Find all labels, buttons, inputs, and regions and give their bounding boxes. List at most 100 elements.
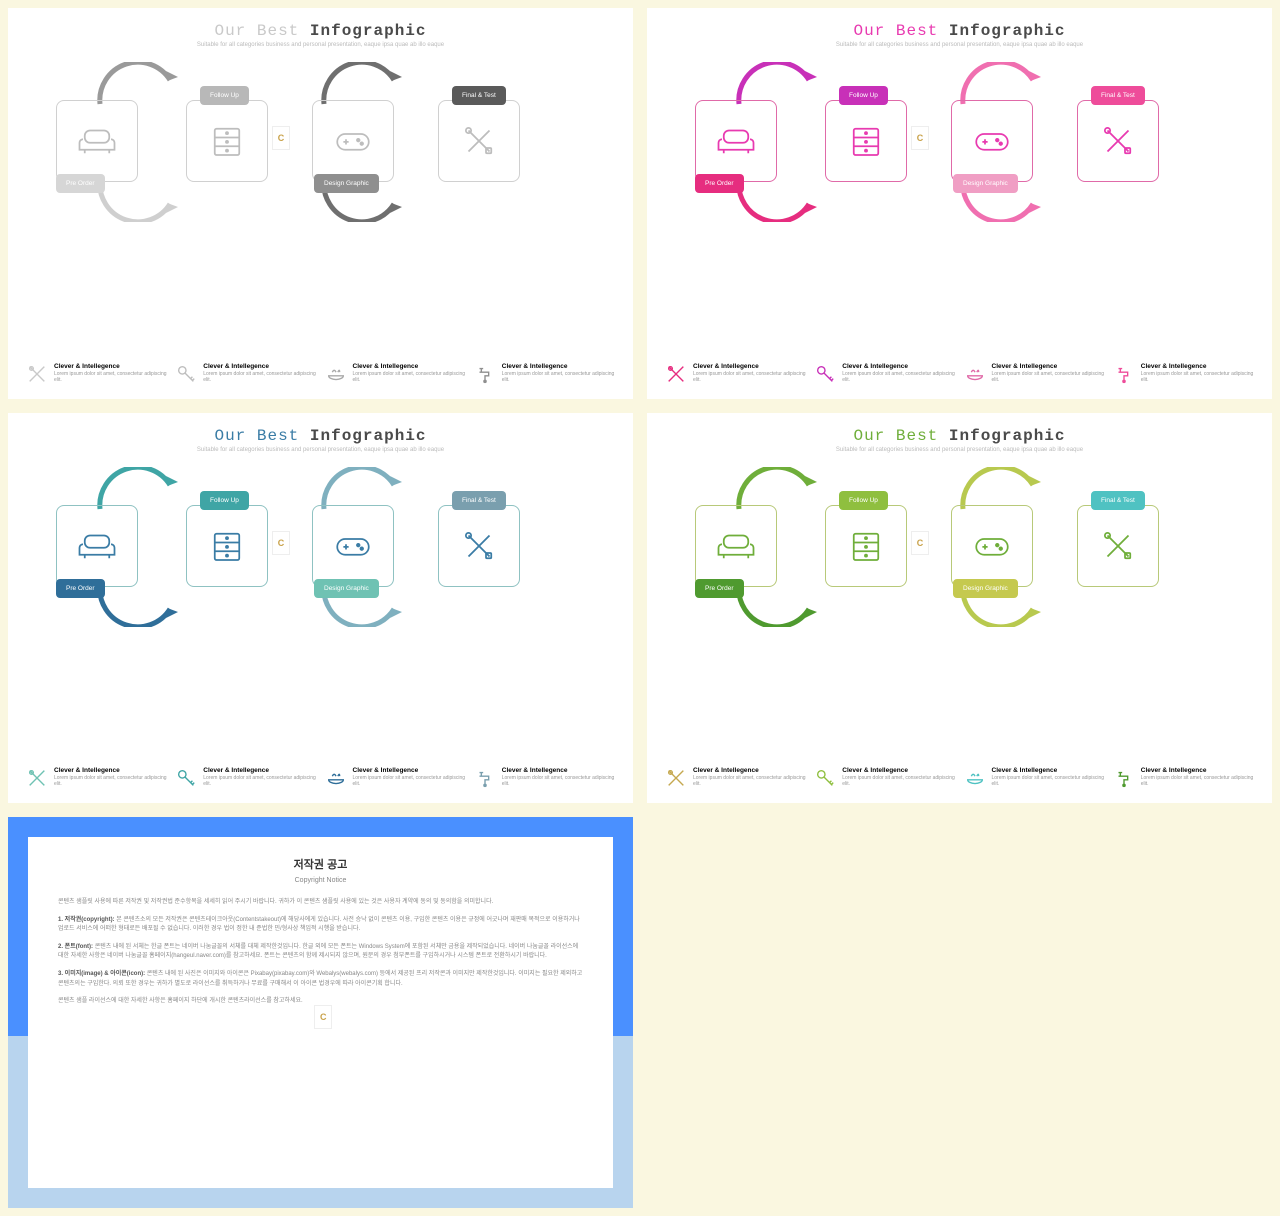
flow-diagram: C Pre Order Follow Up Design Graphic Fin… — [665, 64, 1254, 224]
step-box-2 — [825, 100, 907, 182]
label-design: Design Graphic — [953, 174, 1018, 193]
feature-title: Clever & Intellegence — [502, 363, 615, 370]
label-design: Design Graphic — [314, 579, 379, 598]
feature-title: Clever & Intellegence — [54, 363, 167, 370]
feature-item: Clever & Intellegence Lorem ipsum dolor … — [964, 363, 1105, 385]
infographic-slide: Our Best Infographic Suitable for all ca… — [647, 8, 1272, 399]
feature-icon — [325, 363, 347, 385]
feature-icon — [814, 363, 836, 385]
step-box-4 — [438, 100, 520, 182]
infographic-slide: Our Best Infographic Suitable for all ca… — [8, 413, 633, 804]
feature-item: Clever & Intellegence Lorem ipsum dolor … — [325, 363, 466, 385]
step-box-1 — [695, 505, 777, 587]
logo-badge: C — [314, 1005, 332, 1029]
flow-diagram: C Pre Order Follow Up Design Graphic Fin… — [665, 469, 1254, 629]
feature-item: Clever & Intellegence Lorem ipsum dolor … — [325, 767, 466, 789]
feature-title: Clever & Intellegence — [353, 363, 466, 370]
feature-desc: Lorem ipsum dolor sit amet, consectetur … — [353, 371, 466, 383]
label-final: Final & Test — [1091, 491, 1145, 510]
logo-badge: C — [911, 531, 929, 555]
copyright-p3: 2. 폰트(font): 콘텐츠 내에 된 서체는 한글 폰트는 네이버 나눔글… — [58, 943, 583, 962]
feature-text: Clever & Intellegence Lorem ipsum dolor … — [54, 363, 167, 385]
label-preorder: Pre Order — [695, 174, 744, 193]
feature-desc: Lorem ipsum dolor sit amet, consectetur … — [842, 775, 955, 787]
feature-title: Clever & Intellegence — [842, 767, 955, 774]
feature-text: Clever & Intellegence Lorem ipsum dolor … — [502, 767, 615, 789]
feature-item: Clever & Intellegence Lorem ipsum dolor … — [964, 767, 1105, 789]
feature-icon — [26, 363, 48, 385]
feature-item: Clever & Intellegence Lorem ipsum dolor … — [665, 767, 806, 789]
infographic-slide: Our Best Infographic Suitable for all ca… — [647, 413, 1272, 804]
feature-icon — [325, 767, 347, 789]
feature-text: Clever & Intellegence Lorem ipsum dolor … — [693, 363, 806, 385]
feature-row: Clever & Intellegence Lorem ipsum dolor … — [665, 767, 1254, 789]
label-followup: Follow Up — [839, 86, 888, 105]
feature-text: Clever & Intellegence Lorem ipsum dolor … — [203, 767, 316, 789]
feature-row: Clever & Intellegence Lorem ipsum dolor … — [665, 363, 1254, 385]
label-design: Design Graphic — [953, 579, 1018, 598]
feature-icon — [175, 767, 197, 789]
step-box-3 — [312, 100, 394, 182]
step-box-4 — [1077, 505, 1159, 587]
slide-title: Our Best Infographic — [26, 22, 615, 40]
step-box-4 — [438, 505, 520, 587]
feature-title: Clever & Intellegence — [992, 363, 1105, 370]
feature-text: Clever & Intellegence Lorem ipsum dolor … — [502, 363, 615, 385]
copyright-slide: 저작권 공고 Copyright Notice 콘텐츠 샘플릿 사용에 따른 저… — [8, 817, 633, 1208]
feature-icon — [964, 767, 986, 789]
slide-title: Our Best Infographic — [665, 22, 1254, 40]
feature-desc: Lorem ipsum dolor sit amet, consectetur … — [1141, 775, 1254, 787]
feature-text: Clever & Intellegence Lorem ipsum dolor … — [353, 767, 466, 789]
feature-desc: Lorem ipsum dolor sit amet, consectetur … — [842, 371, 955, 383]
label-final: Final & Test — [452, 491, 506, 510]
feature-text: Clever & Intellegence Lorem ipsum dolor … — [203, 363, 316, 385]
feature-icon — [814, 767, 836, 789]
step-box-1 — [56, 100, 138, 182]
logo-badge: C — [272, 126, 290, 150]
feature-item: Clever & Intellegence Lorem ipsum dolor … — [175, 767, 316, 789]
label-design: Design Graphic — [314, 174, 379, 193]
feature-item: Clever & Intellegence Lorem ipsum dolor … — [175, 363, 316, 385]
slide-subtitle: Suitable for all categories business and… — [665, 42, 1254, 48]
feature-desc: Lorem ipsum dolor sit amet, consectetur … — [203, 775, 316, 787]
feature-icon — [665, 363, 687, 385]
step-box-2 — [186, 505, 268, 587]
title-bold: Infographic — [310, 22, 427, 40]
title-light: Our Best — [214, 427, 309, 445]
label-followup: Follow Up — [200, 86, 249, 105]
label-final: Final & Test — [452, 86, 506, 105]
feature-title: Clever & Intellegence — [1141, 767, 1254, 774]
feature-text: Clever & Intellegence Lorem ipsum dolor … — [842, 767, 955, 789]
copyright-title-en: Copyright Notice — [58, 875, 583, 886]
feature-title: Clever & Intellegence — [842, 363, 955, 370]
feature-item: Clever & Intellegence Lorem ipsum dolor … — [474, 363, 615, 385]
step-box-3 — [951, 100, 1033, 182]
infographic-slide: Our Best Infographic Suitable for all ca… — [8, 8, 633, 399]
feature-item: Clever & Intellegence Lorem ipsum dolor … — [26, 363, 167, 385]
feature-desc: Lorem ipsum dolor sit amet, consectetur … — [54, 775, 167, 787]
feature-item: Clever & Intellegence Lorem ipsum dolor … — [814, 363, 955, 385]
feature-icon — [26, 767, 48, 789]
label-preorder: Pre Order — [56, 579, 105, 598]
step-box-3 — [951, 505, 1033, 587]
feature-title: Clever & Intellegence — [693, 767, 806, 774]
slide-subtitle: Suitable for all categories business and… — [26, 447, 615, 453]
copyright-title-ko: 저작권 공고 — [58, 857, 583, 875]
label-followup: Follow Up — [200, 491, 249, 510]
feature-title: Clever & Intellegence — [203, 363, 316, 370]
feature-desc: Lorem ipsum dolor sit amet, consectetur … — [203, 371, 316, 383]
label-preorder: Pre Order — [695, 579, 744, 598]
feature-item: Clever & Intellegence Lorem ipsum dolor … — [26, 767, 167, 789]
step-box-4 — [1077, 100, 1159, 182]
feature-row: Clever & Intellegence Lorem ipsum dolor … — [26, 363, 615, 385]
feature-text: Clever & Intellegence Lorem ipsum dolor … — [842, 363, 955, 385]
feature-title: Clever & Intellegence — [353, 767, 466, 774]
title-bold: Infographic — [949, 22, 1066, 40]
title-light: Our Best — [853, 427, 948, 445]
slide-subtitle: Suitable for all categories business and… — [665, 447, 1254, 453]
feature-item: Clever & Intellegence Lorem ipsum dolor … — [1113, 363, 1254, 385]
feature-desc: Lorem ipsum dolor sit amet, consectetur … — [54, 371, 167, 383]
flow-diagram: C Pre Order Follow Up Design Graphic Fin… — [26, 469, 615, 629]
copyright-p2: 1. 저작권(copyright): 본 콘텐츠소의 모든 저작권은 콘텐츠테이… — [58, 916, 583, 935]
feature-row: Clever & Intellegence Lorem ipsum dolor … — [26, 767, 615, 789]
